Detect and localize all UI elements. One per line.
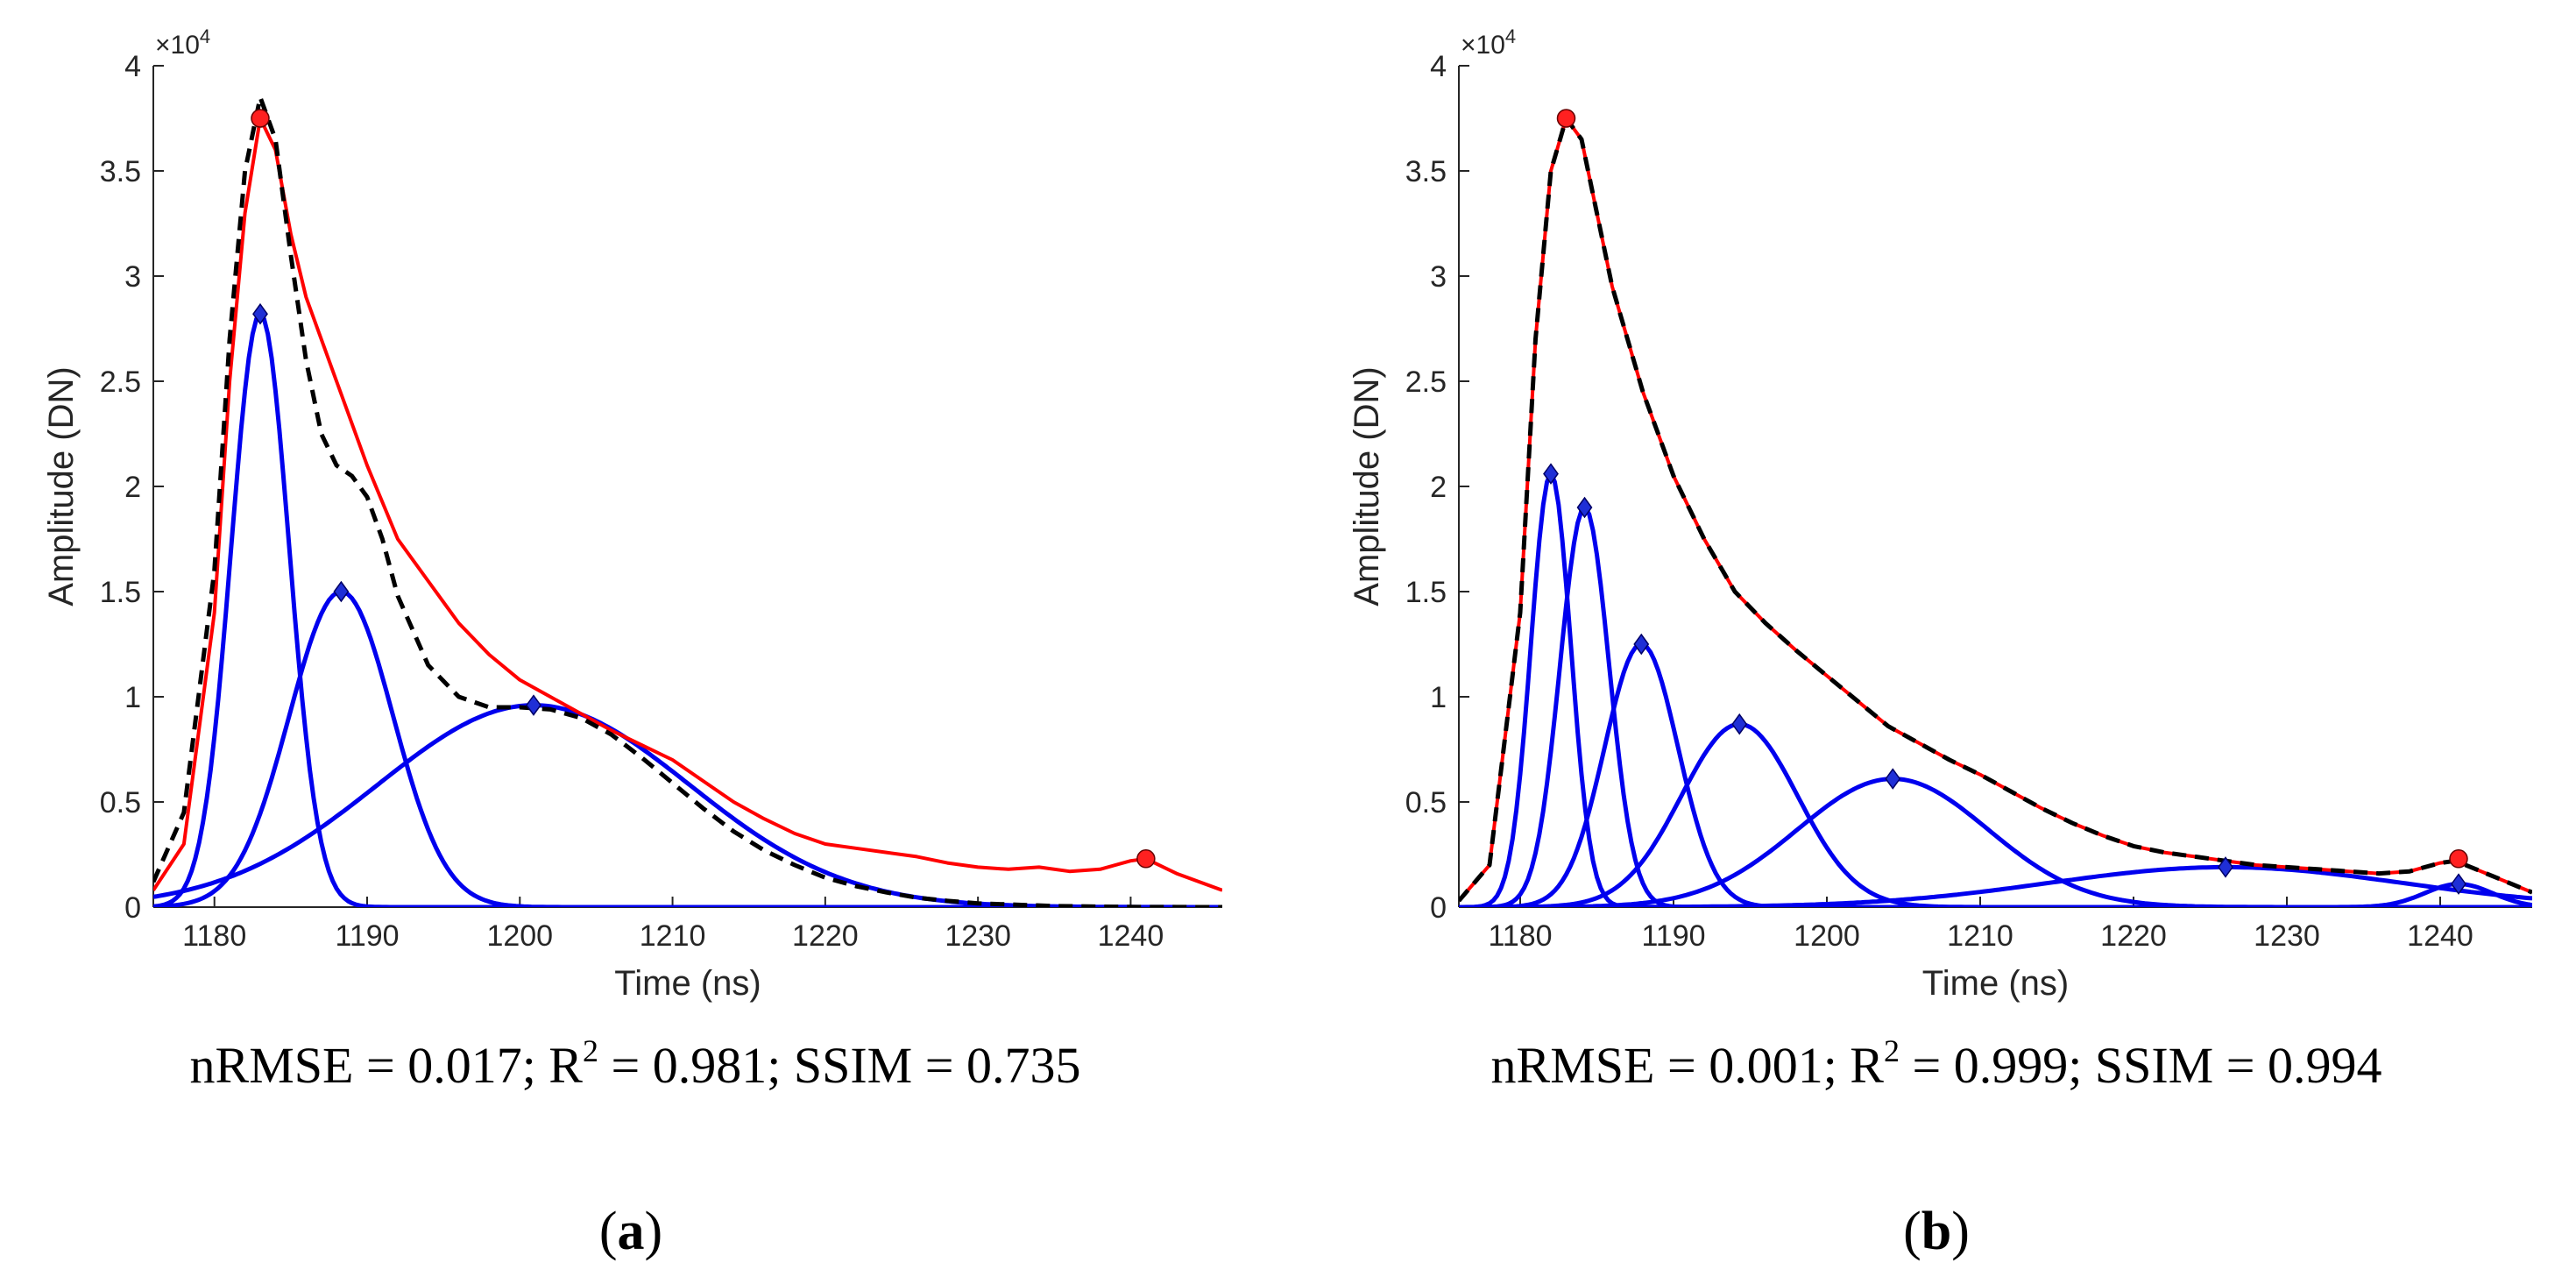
peak-diamond-marker (1885, 768, 1901, 790)
peak-diamond-marker (1576, 496, 1593, 519)
x-tick-label: 1200 (486, 919, 553, 953)
metric-value: 0.994 (2268, 1037, 2382, 1094)
metric-label: ; SSIM = (2068, 1037, 2268, 1094)
metric-label: = (598, 1037, 653, 1094)
plot-area (153, 95, 1222, 907)
y-tick-label: 3 (124, 260, 141, 294)
peak-diamond-marker (1731, 713, 1748, 735)
y-exponent-power: 4 (1505, 25, 1516, 47)
metric-label: nRMSE = (190, 1037, 408, 1094)
metrics-text: nRMSE = 0.001; R2 = 0.999; SSIM = 0.994 (1491, 1033, 2382, 1094)
y-tick-label: 1 (124, 681, 141, 714)
y-tick-label: 0 (1430, 891, 1447, 925)
y-tick-label: 1 (1430, 681, 1447, 714)
metric-value: 0.735 (966, 1037, 1081, 1094)
chart-panel-a: 0 0.5 1 1.5 2 2.5 3 3.5 4 1180 1190 1200 1210 1220 123… (42, 25, 1222, 1261)
metric-label: ; R (522, 1037, 584, 1094)
series-component_2 (153, 589, 1222, 907)
panel-paren: ) (1951, 1202, 1970, 1261)
peak-diamond-marker (1543, 463, 1559, 485)
y-tick-label: 2.5 (1405, 365, 1447, 399)
y-exponent-base: ×10 (1461, 31, 1505, 60)
y-tick-label: 4 (1430, 50, 1447, 83)
x-axis-label: Time (ns) (1922, 964, 2069, 1003)
y-exponent-label: ×104 (1461, 25, 1516, 60)
peak-diamond-marker (2218, 856, 2233, 878)
y-tick-label: 1.5 (100, 576, 141, 609)
x-tick-label: 1220 (2100, 919, 2167, 953)
metric-label: ; R (1823, 1037, 1885, 1094)
x-tick-label: 1180 (1488, 919, 1552, 953)
panel-label: (b) (1903, 1202, 1970, 1261)
y-exponent-base: ×10 (155, 31, 200, 60)
x-tick-label: 1190 (335, 919, 399, 953)
y-exponent-power: 4 (200, 25, 210, 47)
x-tick-label: 1230 (945, 919, 1011, 953)
panel-paren: ) (645, 1202, 663, 1261)
y-tick-label: 2.5 (100, 365, 141, 399)
y-tick-label: 3.5 (1405, 155, 1447, 188)
series-component_1 (153, 311, 1222, 907)
peak-circle-marker (1136, 849, 1156, 869)
peak-diamond-marker (526, 694, 541, 716)
series-component_5 (1459, 777, 2532, 907)
y-tick-label: 0 (124, 891, 141, 925)
panel-paren: ( (1903, 1202, 1921, 1261)
panel-paren: ( (599, 1202, 618, 1261)
metric-value: 0.001 (1709, 1037, 1823, 1094)
panel-letter: b (1921, 1202, 1951, 1261)
y-tick-label: 2 (1430, 471, 1447, 504)
y-tick-label: 3 (1430, 260, 1447, 294)
peak-diamond-marker (333, 580, 350, 603)
x-tick-label: 1240 (1098, 919, 1164, 953)
panel-label: (a) (599, 1202, 662, 1261)
peak-diamond-marker (252, 302, 268, 325)
y-tick-label: 4 (124, 50, 141, 83)
series-fit-sum (1459, 116, 2532, 903)
peak-diamond-marker (2451, 873, 2466, 895)
x-tick-label: 1230 (2254, 919, 2320, 953)
y-axis-label: Amplitude (DN) (42, 366, 81, 606)
x-axis-label: Time (ns) (614, 964, 761, 1003)
panel-letter: a (618, 1202, 645, 1261)
y-tick-label: 0.5 (100, 786, 141, 819)
x-tick-label: 1200 (1794, 919, 1860, 953)
peak-diamond-marker (1633, 633, 1650, 656)
peak-circle-marker (1556, 109, 1576, 128)
y-tick-label: 1.5 (1405, 576, 1447, 609)
plot-area (1459, 116, 2532, 907)
x-tick-label: 1240 (2407, 919, 2473, 953)
y-axis-label: Amplitude (DN) (1348, 366, 1386, 606)
metric-superscript: 2 (583, 1033, 598, 1068)
x-tick-label: 1190 (1641, 919, 1705, 953)
y-tick-label: 2 (124, 471, 141, 504)
metric-label: ; SSIM = (767, 1037, 966, 1094)
series-component_2 (1459, 505, 2532, 907)
series-waveform (153, 117, 1222, 892)
peak-circle-marker (2449, 849, 2468, 869)
series-component_7 (1459, 882, 2532, 907)
peak-circle-marker (251, 109, 270, 128)
chart-panel-b: 0 0.5 1 1.5 2 2.5 3 3.5 4 1180 1190 1200 1210 1220 123… (1348, 25, 2532, 1261)
y-tick-label: 3.5 (100, 155, 141, 188)
metric-label: nRMSE = (1491, 1037, 1709, 1094)
metric-superscript: 2 (1884, 1033, 1900, 1068)
series-fit-sum (153, 95, 1222, 907)
metric-value: 0.017 (407, 1037, 522, 1094)
x-tick-label: 1180 (182, 919, 246, 953)
metric-label: = (1900, 1037, 1954, 1094)
x-tick-label: 1210 (1947, 919, 2013, 953)
metric-value: 0.999 (1954, 1037, 2069, 1094)
x-tick-label: 1210 (640, 919, 706, 953)
metric-value: 0.981 (653, 1037, 768, 1094)
series-component_4 (1459, 721, 2532, 907)
metrics-text: nRMSE = 0.017; R2 = 0.981; SSIM = 0.735 (190, 1033, 1081, 1094)
y-tick-label: 0.5 (1405, 786, 1447, 819)
y-exponent-label: ×104 (155, 25, 210, 60)
x-tick-label: 1220 (792, 919, 859, 953)
